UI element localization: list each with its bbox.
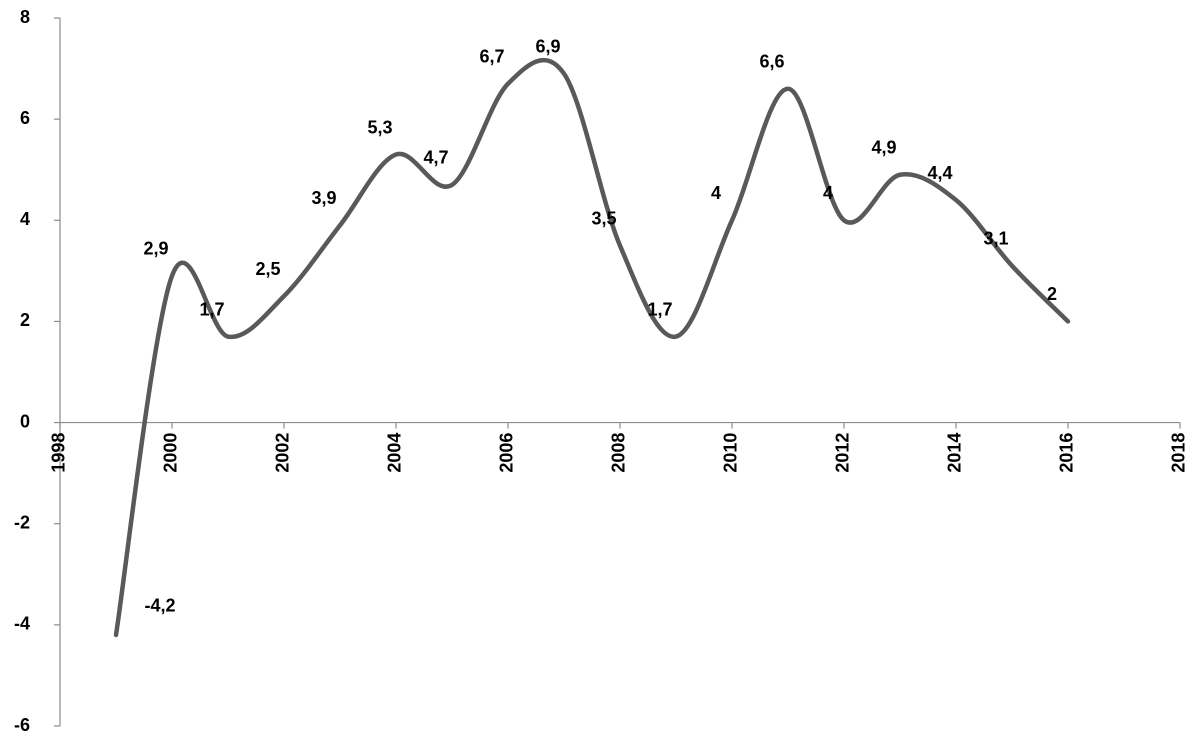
data-label: -4,2 [144,596,175,616]
line [113,57,1071,638]
data-label: 2,5 [255,259,280,279]
data-label: 1,7 [199,299,224,319]
data-label: 6,7 [479,46,504,66]
x-tick-label: 2012 [833,433,853,473]
x-tick-label: 2006 [497,433,517,473]
data-label: 1,7 [647,299,672,319]
x-tick-label: 2000 [161,433,181,473]
y-tick-label: 2 [20,310,30,330]
data-label: 6,6 [759,52,784,72]
data-label: 3,5 [591,208,616,228]
data-label: 2 [1047,284,1057,304]
data-label: 4 [823,183,833,203]
y-tick-label: 8 [20,7,30,27]
x-tick-label: 1998 [49,433,69,473]
data-label: 4,7 [423,148,448,168]
y-tick-label: 0 [20,411,30,431]
data-label: 2,9 [143,239,168,259]
data-label: 4,9 [871,138,896,158]
x-tick-label: 2016 [1057,433,1077,473]
x-tick-label: 2002 [273,433,293,473]
y-tick-label: -6 [14,715,30,735]
x-tick-label: 2014 [945,433,965,473]
y-tick-label: -4 [14,614,30,634]
y-tick-label: -2 [14,512,30,532]
x-tick-label: 2018 [1169,433,1189,473]
x-tick-label: 2004 [385,433,405,473]
y-tick-label: 4 [20,209,30,229]
data-label: 4,4 [927,163,952,183]
y-tick-label: 6 [20,108,30,128]
data-label: 6,9 [535,36,560,56]
x-tick-label: 2008 [609,433,629,473]
data-label: 3,1 [983,229,1008,249]
data-label: 5,3 [367,117,392,137]
data-label: 3,9 [311,188,336,208]
x-tick-label: 2010 [721,433,741,473]
data-label: 4 [711,183,721,203]
